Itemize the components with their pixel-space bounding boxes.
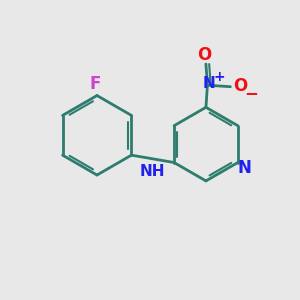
Text: O: O — [197, 46, 212, 64]
Text: N: N — [237, 159, 251, 177]
Text: −: − — [244, 84, 258, 102]
Text: O: O — [233, 77, 247, 95]
Text: NH: NH — [140, 164, 166, 179]
Text: +: + — [214, 70, 226, 84]
Text: F: F — [90, 75, 101, 93]
Text: N: N — [203, 76, 216, 91]
